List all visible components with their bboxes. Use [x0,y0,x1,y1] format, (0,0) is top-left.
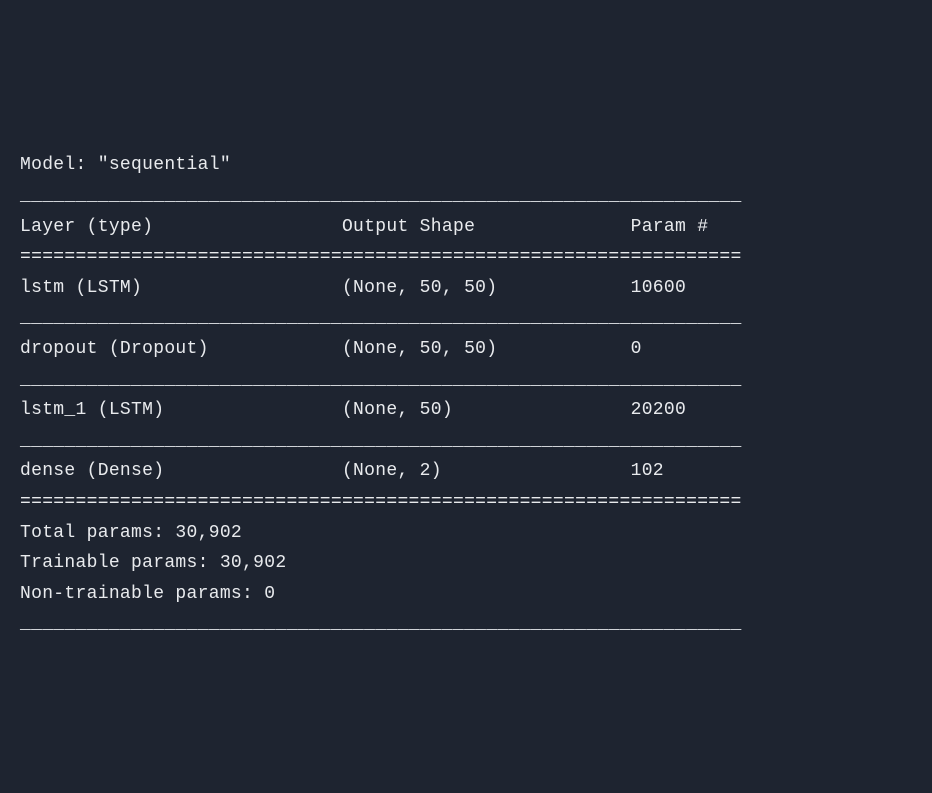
divider-line: ________________________________________… [20,426,912,457]
divider-line: ________________________________________… [20,365,912,396]
model-summary-output: Model: "sequential"_____________________… [20,150,912,640]
table-row: lstm (LSTM) (None, 50, 50) 10600 [20,273,912,304]
divider-line: ________________________________________… [20,303,912,334]
divider-line: ________________________________________… [20,609,912,640]
table-row: dropout (Dropout) (None, 50, 50) 0 [20,334,912,365]
table-row: dense (Dense) (None, 2) 102 [20,456,912,487]
divider-line: ________________________________________… [20,181,912,212]
table-row: lstm_1 (LSTM) (None, 50) 20200 [20,395,912,426]
nontrainable-params-line: Non-trainable params: 0 [20,579,912,610]
total-params-line: Total params: 30,902 [20,518,912,549]
table-header-row: Layer (type) Output Shape Param # [20,212,912,243]
divider-double-line: ========================================… [20,487,912,518]
divider-double-line: ========================================… [20,242,912,273]
trainable-params-line: Trainable params: 30,902 [20,548,912,579]
model-name-line: Model: "sequential" [20,150,912,181]
